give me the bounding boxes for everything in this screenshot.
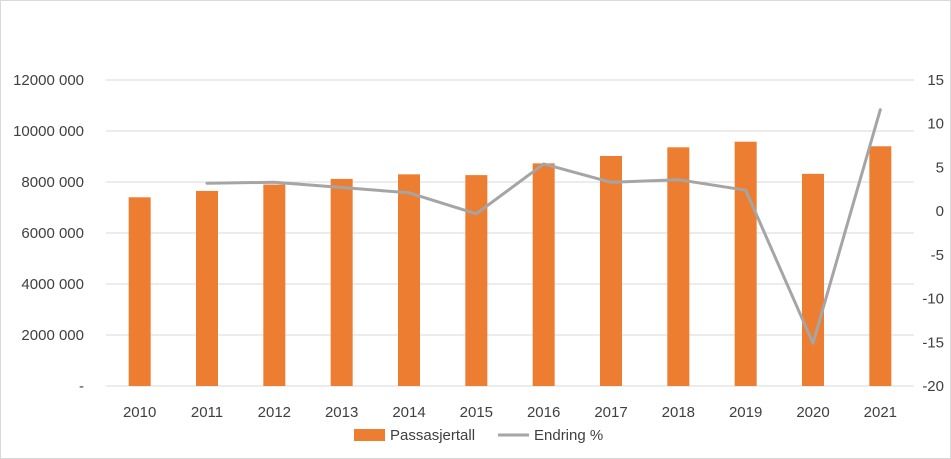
left-tick-label: 8000 000 [21,174,84,191]
left-tick-label: 6000 000 [21,225,84,242]
left-tick-label: - [79,378,84,395]
right-tick-label: -5 [931,247,944,264]
x-tick-label: 2017 [594,404,627,421]
legend-label-passasjertall: Passasjertall [390,427,475,444]
x-tick-label: 2016 [527,404,560,421]
bar-2021 [869,146,892,386]
right-tick-label: 5 [936,159,944,176]
right-y-axis: -20 -15 -10 -5 0 5 10 15 [922,72,944,395]
right-tick-label: -15 [922,334,944,351]
x-tick-label: 2012 [258,404,291,421]
x-tick-label: 2013 [325,404,358,421]
bar-2012 [263,184,286,386]
right-tick-label: 15 [927,72,944,89]
bar-2020 [802,173,824,386]
x-tick-label: 2010 [123,404,156,421]
x-tick-label: 2018 [662,404,695,421]
left-tick-label: 10000 000 [13,123,84,140]
right-tick-label: 10 [927,116,944,133]
x-axis: 2010 2011 2012 2013 2014 2015 2016 2017 2018 2019… [123,404,897,421]
x-tick-label: 2020 [796,404,829,421]
bar-2010 [128,197,151,386]
bar-2019 [734,141,757,386]
right-tick-label: -20 [922,378,944,395]
line-endring [205,108,882,345]
right-tick-label: -10 [922,291,944,308]
legend-swatch-passasjertall [354,429,385,441]
legend-label-endring: Endring % [534,427,603,444]
x-tick-label: 2011 [191,404,223,421]
bar-2016 [532,163,555,386]
right-tick-label: 0 [936,203,944,220]
bar-2013 [330,178,353,386]
line-series-endring [205,108,882,345]
x-tick-label: 2019 [729,404,762,421]
left-tick-label: 4000 000 [21,276,84,293]
x-tick-label: 2021 [864,404,897,421]
gridlines [106,79,914,387]
bar-2015 [465,175,488,386]
x-tick-label: 2015 [460,404,493,421]
bar-2018 [667,147,690,386]
bar-2017 [600,155,622,386]
bar-2014 [398,174,420,386]
left-tick-label: 2000 000 [21,327,84,344]
left-tick-label: 12000 000 [13,72,84,89]
legend: Passasjertall Endring % [354,427,603,444]
left-y-axis: - 2000 000 4000 000 6000 000 8000 000 10000 0… [13,72,84,395]
bar-2011 [196,190,218,386]
x-tick-label: 2014 [392,404,425,421]
